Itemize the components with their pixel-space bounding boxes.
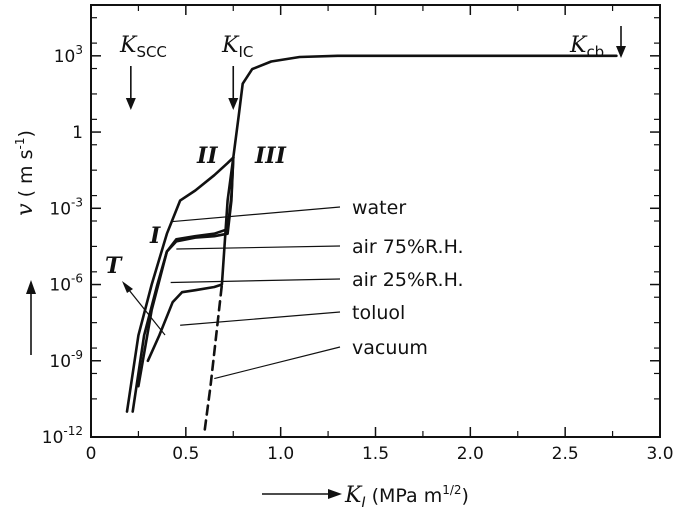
temperature-arrow [124,284,166,336]
x-tick-label: 2.0 [457,444,484,464]
temperature-label: T [105,253,123,279]
x-tick-label: 3.0 [646,444,673,464]
region-label: III [254,143,287,169]
x-axis-label: KI (MPa m1/2) [344,483,469,511]
series-line-water [125,156,235,413]
y-tick-label: 10-3 [49,195,83,219]
x-tick-label: 1.0 [267,444,294,464]
curve-label: air 25%R.H. [352,269,464,291]
y-tick-label: 103 [54,43,83,67]
leader-line [172,206,341,223]
curve-label: toluol [352,302,405,324]
x-tick-label: 0 [86,444,97,464]
k-scc-marker: KSCC [119,33,167,61]
leader-line [180,311,341,326]
y-tick-label: 10-6 [49,272,83,296]
y-axis-arrow-head [26,280,36,294]
k-ic-marker: KIC [221,33,253,61]
series-line-region-iii [232,54,618,159]
series-line-air-25-r-h- [137,156,235,388]
y-tick-label: 10-12 [42,424,83,448]
y-tick-label: 10-9 [49,348,83,372]
k-cb-marker: Kcb [569,33,604,61]
k-cb-arrow-head [616,46,626,58]
x-tick-label: 0.5 [172,444,199,464]
leader-line [214,346,341,380]
curve-label: air 75%R.H. [352,236,464,258]
y-tick-label: 1 [72,123,83,143]
leader-line [176,245,341,250]
temperature-arrow-head [122,281,133,293]
k-ic-marker-arrow-head [228,98,239,110]
series-line-vacuum [203,283,224,431]
y-axis-label: v ( m s-1) [13,130,38,216]
x-tick-label: 2.5 [552,444,579,464]
k-scc-marker-arrow-head [125,98,136,110]
curve-label: vacuum [352,337,428,359]
series-line-toluol [146,156,235,363]
x-tick-label: 1.5 [362,444,389,464]
region-label: I [149,223,161,249]
leader-line [170,278,341,284]
x-axis-arrow-head [328,489,342,499]
curve-label: water [352,197,406,219]
region-label: II [196,143,218,169]
